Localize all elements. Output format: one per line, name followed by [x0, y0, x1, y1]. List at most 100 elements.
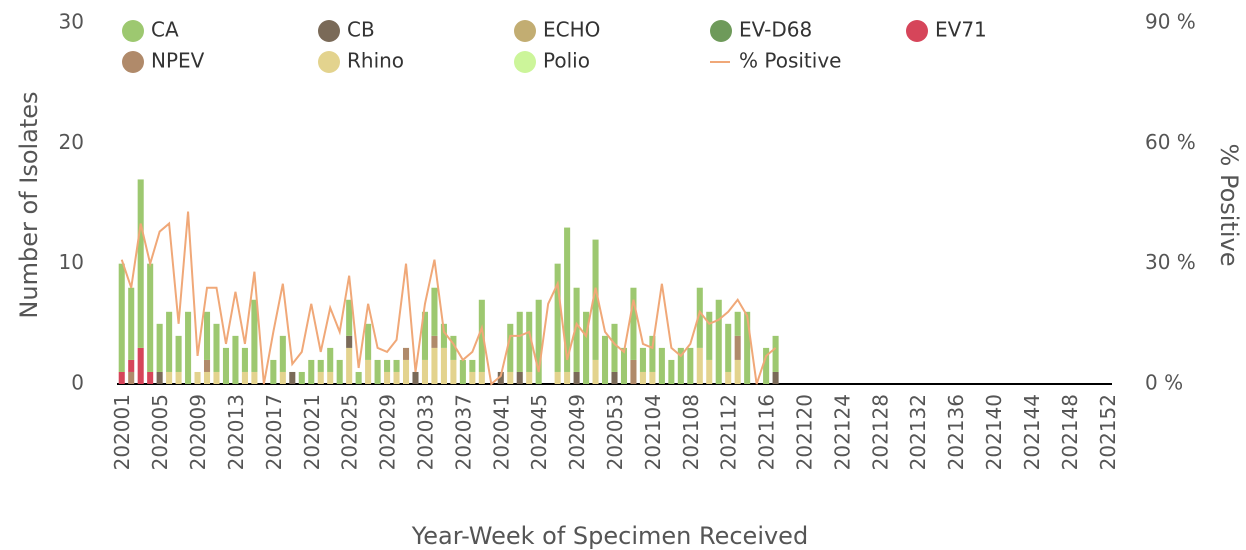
bar-segment: [734, 311, 741, 336]
bar-segment: [611, 323, 618, 372]
bar-segment: [450, 335, 457, 360]
bar-segment: [156, 371, 163, 384]
bar-segment: [592, 239, 599, 360]
bar-segment: [734, 335, 741, 360]
bar-segment: [421, 359, 429, 384]
x-tick-label: 202148: [1058, 394, 1082, 470]
bar-segment: [772, 335, 779, 372]
bar-segment: [706, 311, 713, 360]
bar-segment: [573, 371, 580, 384]
bar-segment: [213, 371, 220, 384]
bar-segment: [450, 359, 457, 384]
y2-tick-label: 0 %: [1145, 371, 1183, 395]
bar-segment: [203, 359, 211, 372]
bar-segment: [706, 359, 713, 384]
legend-label: CB: [347, 18, 375, 42]
y-tick-label: 10: [59, 250, 84, 274]
bar-segment: [431, 287, 438, 336]
legend-label: EV71: [935, 18, 987, 42]
bar-segment: [346, 335, 353, 348]
x-tick-label: 202037: [451, 394, 475, 470]
bar-segment: [412, 371, 419, 384]
bar-segment: [611, 371, 618, 384]
bar-segment: [308, 359, 315, 384]
legend-label: % Positive: [739, 49, 841, 73]
legend-label: Polio: [543, 49, 590, 73]
bar-segment: [564, 227, 571, 372]
bar-segment: [213, 323, 220, 372]
x-tick-label: 202045: [527, 394, 551, 470]
bar-segment: [535, 299, 542, 384]
legend-swatch: [318, 51, 340, 73]
x-tick-label: 202013: [224, 394, 248, 470]
x-tick-label: 202132: [906, 394, 930, 470]
legend-label: CA: [151, 18, 179, 42]
bar-segment: [128, 359, 135, 372]
bar-segment: [763, 347, 770, 384]
bar-segment: [668, 359, 675, 384]
bar-segment: [203, 371, 211, 384]
bar-segment: [346, 347, 353, 384]
legend-label: EV-D68: [739, 18, 812, 42]
bar-segment: [374, 359, 381, 384]
bar-segment: [365, 323, 372, 360]
legend-swatch: [514, 51, 536, 73]
y2-tick-label: 30 %: [1145, 250, 1196, 274]
x-tick-label: 202112: [717, 394, 741, 470]
bar-segment: [279, 335, 286, 372]
y2-axis-title: % Positive: [1215, 144, 1243, 267]
bar-segment: [725, 323, 732, 372]
bar-segment: [128, 371, 135, 384]
bar-segment: [601, 335, 609, 384]
bar-segment: [137, 179, 144, 348]
bar-segment: [118, 371, 125, 384]
bar-segment: [232, 335, 239, 384]
bar-segment: [241, 371, 248, 384]
bar-segment: [677, 347, 684, 384]
bar-segment: [346, 299, 353, 336]
y2-tick-label: 60 %: [1145, 130, 1196, 154]
x-tick-label: 202104: [641, 394, 665, 470]
legend-label: Rhino: [347, 49, 404, 73]
bar-segment: [156, 323, 163, 372]
bar-segment: [696, 287, 703, 348]
bar-segment: [128, 287, 135, 360]
x-tick-label: 202021: [300, 394, 324, 470]
bar-segment: [336, 359, 343, 384]
bar-segment: [203, 311, 211, 360]
legend-swatch: [122, 51, 144, 73]
bar-segment: [507, 371, 514, 384]
x-tick-label: 202017: [262, 394, 286, 470]
bar-segment: [298, 371, 305, 384]
bar-segment: [715, 299, 722, 384]
x-tick-label: 202005: [148, 394, 172, 470]
bar-segment: [649, 371, 656, 384]
bar-segment: [639, 347, 646, 372]
x-tick-label: 202001: [110, 394, 134, 470]
bar-segment: [185, 311, 192, 384]
bar-segment: [526, 371, 533, 384]
bar-segment: [507, 323, 514, 372]
bar-segment: [497, 371, 504, 384]
bar-segment: [251, 299, 258, 372]
bar-segment: [620, 347, 628, 384]
bar-segment: [393, 371, 400, 384]
bar-segment: [687, 347, 694, 384]
x-tick-label: 202116: [755, 394, 779, 470]
legend-swatch: [906, 20, 928, 42]
legend: CA CB ECHO EV-D68 EV71 NPEV Rhino Polio % Positi…: [122, 18, 987, 73]
x-tick-label: 202108: [679, 394, 703, 470]
x-tick-label: 202009: [186, 394, 210, 470]
legend-swatch: [318, 20, 340, 42]
bar-segment: [241, 347, 248, 372]
bar-segment: [772, 371, 779, 384]
bar-segment: [696, 347, 703, 384]
x-tick-label: 202136: [944, 394, 968, 470]
bar-segment: [175, 371, 182, 384]
bar-segment: [469, 359, 476, 372]
bar-segment: [327, 371, 334, 384]
x-tick-label: 202025: [338, 394, 362, 470]
bar-segment: [592, 359, 599, 384]
bar-segment: [440, 347, 447, 384]
bar-segment: [384, 371, 391, 384]
